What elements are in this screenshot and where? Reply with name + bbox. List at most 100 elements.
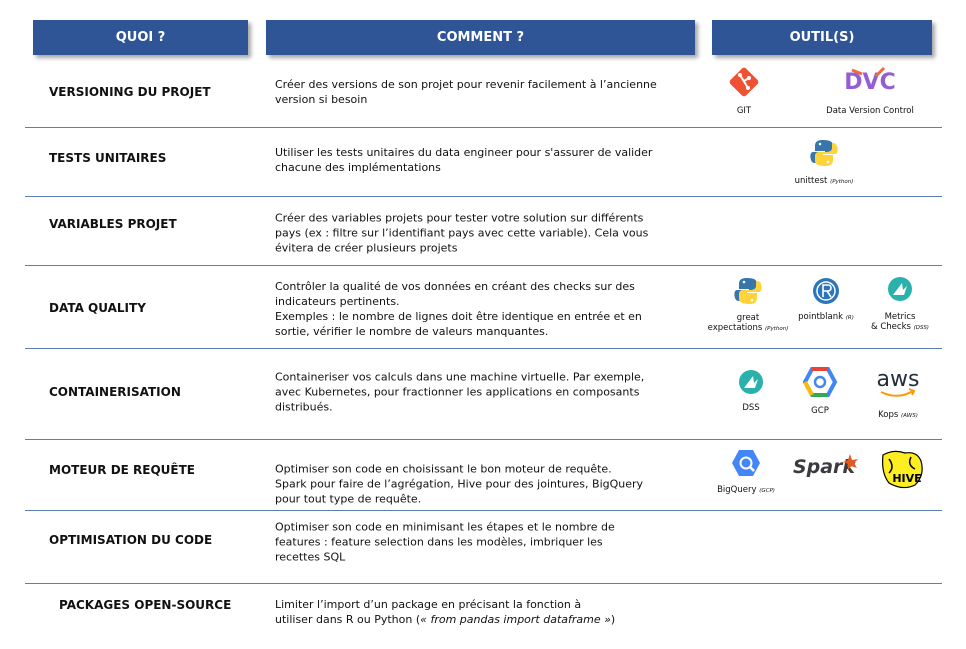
tool-note: (Python) [765,326,789,332]
header-tools: OUTIL(S) [712,20,932,55]
icon-shape [815,143,838,166]
icon-shape [732,450,760,476]
how-line: Contrôler la qualité de vos données en c… [275,280,635,293]
how-line: Créer des variables projets pour tester … [275,211,644,225]
icon-shape [843,454,858,470]
tool-name: GIT [736,106,752,116]
icon-shape [747,76,751,80]
row-how: Limiter l’import d’un package en précisa… [275,597,615,627]
how-line: Spark pour faire de l’agrégation, Hive p… [275,477,644,491]
how-line: recettes SQL [275,550,346,564]
header-how: COMMENT ? [266,20,695,55]
row-how: Optimiser son code en choisissant le bon… [275,462,643,507]
how-line: Exemples : le nombre de lignes doit être… [275,310,642,323]
tool-icon: HIVE [882,450,923,489]
tool-icon [732,450,760,476]
row-how: Créer des variables projets pour tester … [275,211,648,256]
icon-shape [738,73,742,77]
icon-shape [746,86,750,90]
tool-icon [802,367,838,397]
how-line: version si besoin [275,93,368,106]
icon-shape [818,142,822,146]
tool-label: Kops (AWS) [843,410,953,421]
tool-name: DSS [742,403,760,413]
row-separator [25,510,942,511]
row-separator [25,265,942,266]
tool-icon [729,67,759,97]
tool-note: (AWS) [901,413,918,419]
row-separator [25,583,942,584]
icon-shape [750,298,754,302]
tool-name: Data Version Control [826,106,914,116]
row-how: Contrôler la qualité de vos données en c… [275,279,642,339]
how-line: pour tout type de requête. [275,492,422,506]
tool-note: (Python) [830,179,854,185]
tool-icon [739,370,763,394]
icon-shape [826,160,830,164]
tool-name: Metrics [884,312,916,322]
tool-label: DSS [696,403,806,413]
icon-shape [739,281,762,304]
tool-label: unittest (Python) [769,176,879,187]
how-line: chacune des implémentations [275,161,441,174]
how-line: utiliser dans R ou Python (« from pandas… [275,612,615,627]
icon-shape [816,281,836,301]
how-line: indicateurs pertinents. [275,295,400,308]
row-separator [25,439,942,440]
tool-label: pointblank (R) [771,312,881,323]
how-line: évitera de créer plusieurs projets [275,241,458,255]
icon-shape [742,280,746,284]
row-what: PACKAGES OPEN-SOURCE [59,598,232,612]
how-line: avec Kubernetes, pour fractionner les ap… [275,385,640,399]
tool-logo-text: aws [877,367,920,392]
tool-icon [810,140,838,166]
tool-logo-text: Spark [793,456,856,478]
icon-shape [851,66,886,78]
row-separator [25,127,942,128]
row-how: Containeriser vos calculs dans une machi… [275,370,644,415]
how-line: features : feature selection dans les mo… [275,535,603,549]
tool-icon [813,278,839,304]
header-what: QUOI ? [33,20,248,55]
row-what: DATA QUALITY [49,301,146,315]
icon-shape [822,284,832,298]
tool-name: pointblank [798,312,844,322]
row-how: Créer des versions de son projet pour re… [275,77,657,107]
row-how: Utiliser les tests unitaires du data eng… [275,145,652,175]
row-what: TESTS UNITAIRES [49,151,167,165]
tool-name: GCP [811,406,829,416]
row-what: MOTEUR DE REQUÊTE [49,463,195,477]
icon-shape [880,388,916,397]
icon-shape [882,450,923,489]
tool-label: Data Version Control [815,106,925,116]
icon-shape [893,283,907,295]
row-how: Optimiser son code en minimisant les éta… [275,520,615,565]
tool-icon: aws [877,367,919,397]
tool-note: (R) [845,315,854,321]
row-what: CONTAINERISATION [49,385,181,399]
tool-name: BigQuery [717,485,757,495]
tool-label: Metrics & Checks (DSS) [845,312,955,333]
tool-name: unittest [794,176,828,186]
tool-label: great expectations (Python) [693,313,803,334]
row-what: VARIABLES PROJET [49,217,177,231]
icon-shape [739,456,753,470]
row-what: OPTIMISATION DU CODE [49,533,213,547]
tool-name: Kops [878,410,899,420]
tool-logo-text: HIVE [892,472,921,485]
how-line: Limiter l’import d’un package en précisa… [275,598,582,611]
how-line: pays (ex : filtre sur l’identifiant pays… [275,226,649,240]
icon-shape [813,375,827,389]
tool-icon [888,277,912,301]
how-line: Containeriser vos calculs dans une machi… [275,370,645,384]
tool-name: expectations [707,323,763,333]
how-segment: « from pandas import dataframe » [420,613,611,626]
how-segment: utiliser dans R ou Python ( [275,613,421,626]
how-line: Optimiser son code en minimisant les éta… [275,520,615,534]
tool-note: (DSS) [913,325,929,331]
tool-logo-text: DVC [844,70,895,95]
tool-name: & Checks [871,322,911,332]
icon-shape [803,381,814,396]
row-separator [25,196,942,197]
